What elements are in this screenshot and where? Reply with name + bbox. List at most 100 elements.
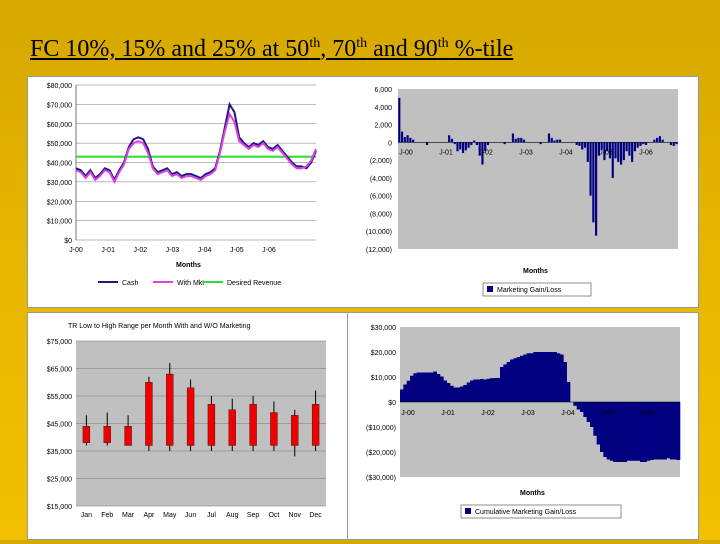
y-tick-label: $10,000 (47, 219, 72, 226)
bar (625, 142, 628, 152)
bar (456, 142, 459, 152)
x-tick-label: J-06 (262, 247, 276, 254)
series-with-mkt (75, 111, 317, 185)
bar (450, 138, 454, 143)
area-bar (623, 402, 627, 462)
bar (583, 142, 587, 148)
area-bar (470, 380, 474, 402)
bar (478, 142, 481, 156)
area-bar (576, 402, 581, 410)
area-bar (473, 379, 477, 402)
bar (467, 142, 470, 148)
bar (448, 135, 451, 143)
area-bar (533, 352, 537, 402)
area-bar (483, 379, 487, 402)
bar (486, 142, 490, 145)
x-tick-label: J-03 (519, 149, 533, 156)
area-bar (523, 354, 527, 402)
bar (619, 142, 623, 165)
bar (475, 142, 478, 145)
x-tick-label: Aug (226, 512, 239, 519)
bar (398, 97, 401, 143)
range-chart: $15,000 $25,000 $35,000 $45,000 $55,000 $65,0… (47, 339, 326, 519)
area-bar (516, 357, 521, 402)
x-axis-label: Months (176, 262, 201, 269)
plot-area (398, 89, 678, 249)
bar (672, 142, 675, 146)
area-bar (600, 402, 604, 452)
area-bar (636, 402, 641, 461)
x-tick-label: J-03 (521, 410, 535, 417)
bar (658, 136, 661, 143)
area-bar (423, 372, 427, 402)
area-bar (563, 362, 567, 402)
bar (661, 139, 664, 143)
area-bar (586, 402, 591, 422)
area-bar (443, 380, 447, 402)
y-tick-label: (12,000) (366, 247, 392, 254)
cumulative-chart-panel: ($30,000) ($20,000) ($10,000) $0 $10,000 $20,… (347, 312, 699, 540)
bar (642, 142, 645, 145)
area-bar (676, 402, 681, 460)
x-tick-label: J-00 (399, 149, 413, 156)
cumulative-chart-svg: ($30,000) ($20,000) ($10,000) $0 $10,000 $20,… (366, 325, 681, 519)
area-bar (606, 402, 611, 460)
x-tick-label: J-02 (481, 410, 495, 417)
y-tick-label: 6,000 (374, 87, 392, 94)
range-chart-title: TR Low to High Range per Month With and … (68, 323, 251, 330)
legend-box (482, 282, 592, 297)
area-bar (520, 355, 524, 402)
area-bar (616, 402, 621, 462)
y-tick-label: $30,000 (47, 180, 72, 187)
area-bar (603, 402, 607, 457)
y-tick-label: $35,000 (47, 449, 72, 456)
x-tick-label: Oct (268, 512, 279, 519)
bar (503, 142, 506, 145)
x-tick-label: J-01 (441, 410, 455, 417)
area-bar (496, 378, 501, 402)
area-bar (426, 372, 431, 402)
x-tick-label: J-05 (601, 410, 615, 417)
candle-body (291, 415, 299, 446)
area-bar (556, 353, 561, 402)
area-bar (420, 372, 424, 402)
area-bar (670, 402, 674, 460)
x-tick-label: J-02 (134, 247, 148, 254)
x-tick-label: J-01 (101, 247, 115, 254)
bar (520, 137, 523, 143)
bar (481, 142, 484, 165)
candle-body (145, 382, 153, 446)
y-tick-label: $20,000 (371, 350, 396, 357)
area-bar (450, 385, 454, 402)
area-bar (656, 402, 661, 460)
y-tick-label: ($20,000) (366, 450, 396, 457)
bar (517, 137, 520, 143)
y-tick-label: (10,000) (366, 229, 392, 236)
area-bar (610, 402, 614, 461)
area-bar (580, 402, 584, 412)
y-tick-label: $25,000 (47, 477, 72, 484)
x-tick-label: J-06 (641, 410, 655, 417)
bar (611, 142, 614, 178)
bar (556, 139, 559, 143)
x-tick-label: J-01 (439, 149, 453, 156)
area-bar (673, 402, 677, 460)
legend-label: Cumulative Marketing Gain/Loss (475, 509, 577, 516)
area-bar (403, 384, 407, 402)
legend-box (460, 504, 622, 519)
bar (586, 142, 589, 162)
bar (617, 142, 620, 162)
area-bar (453, 387, 457, 402)
candle-body (103, 426, 111, 443)
area-bar (666, 402, 671, 459)
y-tick-label: $40,000 (47, 161, 72, 168)
y-tick-label: $55,000 (47, 394, 72, 401)
x-tick-label: Jun (185, 512, 196, 519)
area-bar (493, 378, 497, 402)
bar (600, 142, 603, 150)
area-bar (510, 359, 514, 402)
bar (614, 142, 617, 159)
x-tick-label: May (163, 512, 177, 519)
x-tick-label: J-05 (599, 149, 613, 156)
candle-body (249, 404, 257, 446)
